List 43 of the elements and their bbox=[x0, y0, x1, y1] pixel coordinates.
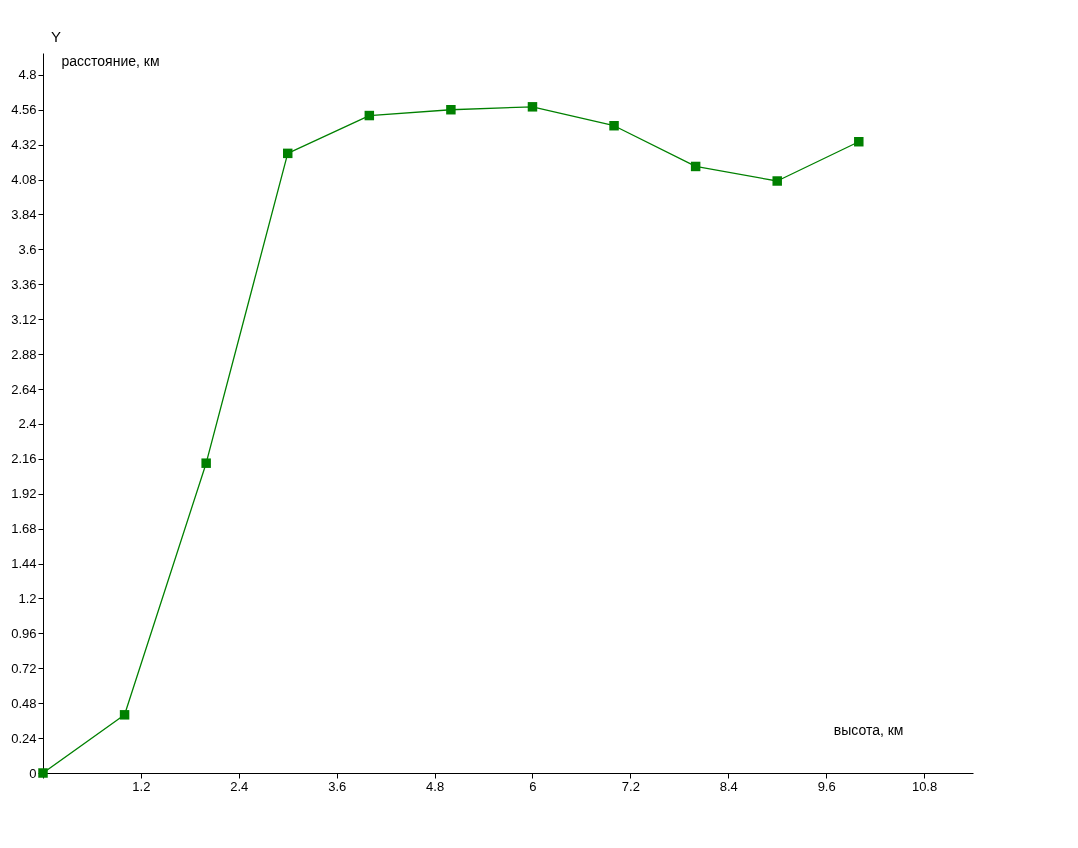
y-tick-label: 4.32 bbox=[11, 137, 37, 153]
y-tick-label: 1.68 bbox=[11, 521, 37, 537]
point bbox=[690, 161, 701, 172]
y-tick-label: 0.72 bbox=[11, 660, 37, 676]
y-tick-label: 1.2 bbox=[18, 590, 37, 606]
point bbox=[446, 104, 456, 115]
y-tick-label: 3.6 bbox=[18, 241, 37, 257]
y-tick-label: 0 bbox=[29, 765, 37, 781]
x-tick-label: 9.6 bbox=[817, 778, 836, 794]
x-tick-label: 10.8 bbox=[911, 778, 938, 794]
x-tick-label: 2.4 bbox=[230, 778, 249, 794]
x-tick-label: 7.2 bbox=[621, 778, 640, 794]
point bbox=[282, 148, 293, 159]
point bbox=[364, 110, 375, 121]
y-tick-label: 3.84 bbox=[11, 206, 37, 222]
x-axis-title: высота, км bbox=[833, 721, 904, 738]
x-tick-label: 8.4 bbox=[719, 778, 738, 794]
y-tick-label: 2.16 bbox=[11, 451, 37, 467]
y-tick-label: 3.12 bbox=[11, 311, 37, 327]
y-tick-label: 2.64 bbox=[11, 381, 37, 397]
y-tick-label: 1.92 bbox=[11, 486, 37, 502]
y-tick-label: 0.24 bbox=[11, 730, 37, 746]
point bbox=[854, 136, 864, 147]
y-tick-label: 2.4 bbox=[18, 416, 37, 432]
point bbox=[527, 102, 538, 112]
x-tick-label: 1.2 bbox=[132, 778, 151, 794]
point bbox=[201, 458, 211, 468]
point bbox=[772, 176, 782, 186]
y-tick-label: 1.44 bbox=[11, 556, 37, 572]
text: Y bbox=[51, 28, 62, 45]
y-tick-label: 3.36 bbox=[11, 276, 37, 292]
y-tick-label: 0.96 bbox=[11, 625, 37, 641]
y-tick-label: 4.56 bbox=[11, 102, 37, 118]
y-tick-label: 0.48 bbox=[11, 695, 37, 711]
point bbox=[609, 120, 619, 131]
y-axis-title: расстояние, км bbox=[61, 52, 160, 69]
x-tick-label: 4.8 bbox=[426, 778, 445, 794]
y-tick-label: 4.08 bbox=[11, 172, 37, 188]
y-tick-label: 4.8 bbox=[18, 67, 37, 83]
x-tick-label: 6 bbox=[529, 778, 537, 794]
point bbox=[119, 710, 130, 720]
x-tick-label: 3.6 bbox=[328, 778, 347, 794]
y-tick-label: 2.88 bbox=[11, 346, 37, 362]
